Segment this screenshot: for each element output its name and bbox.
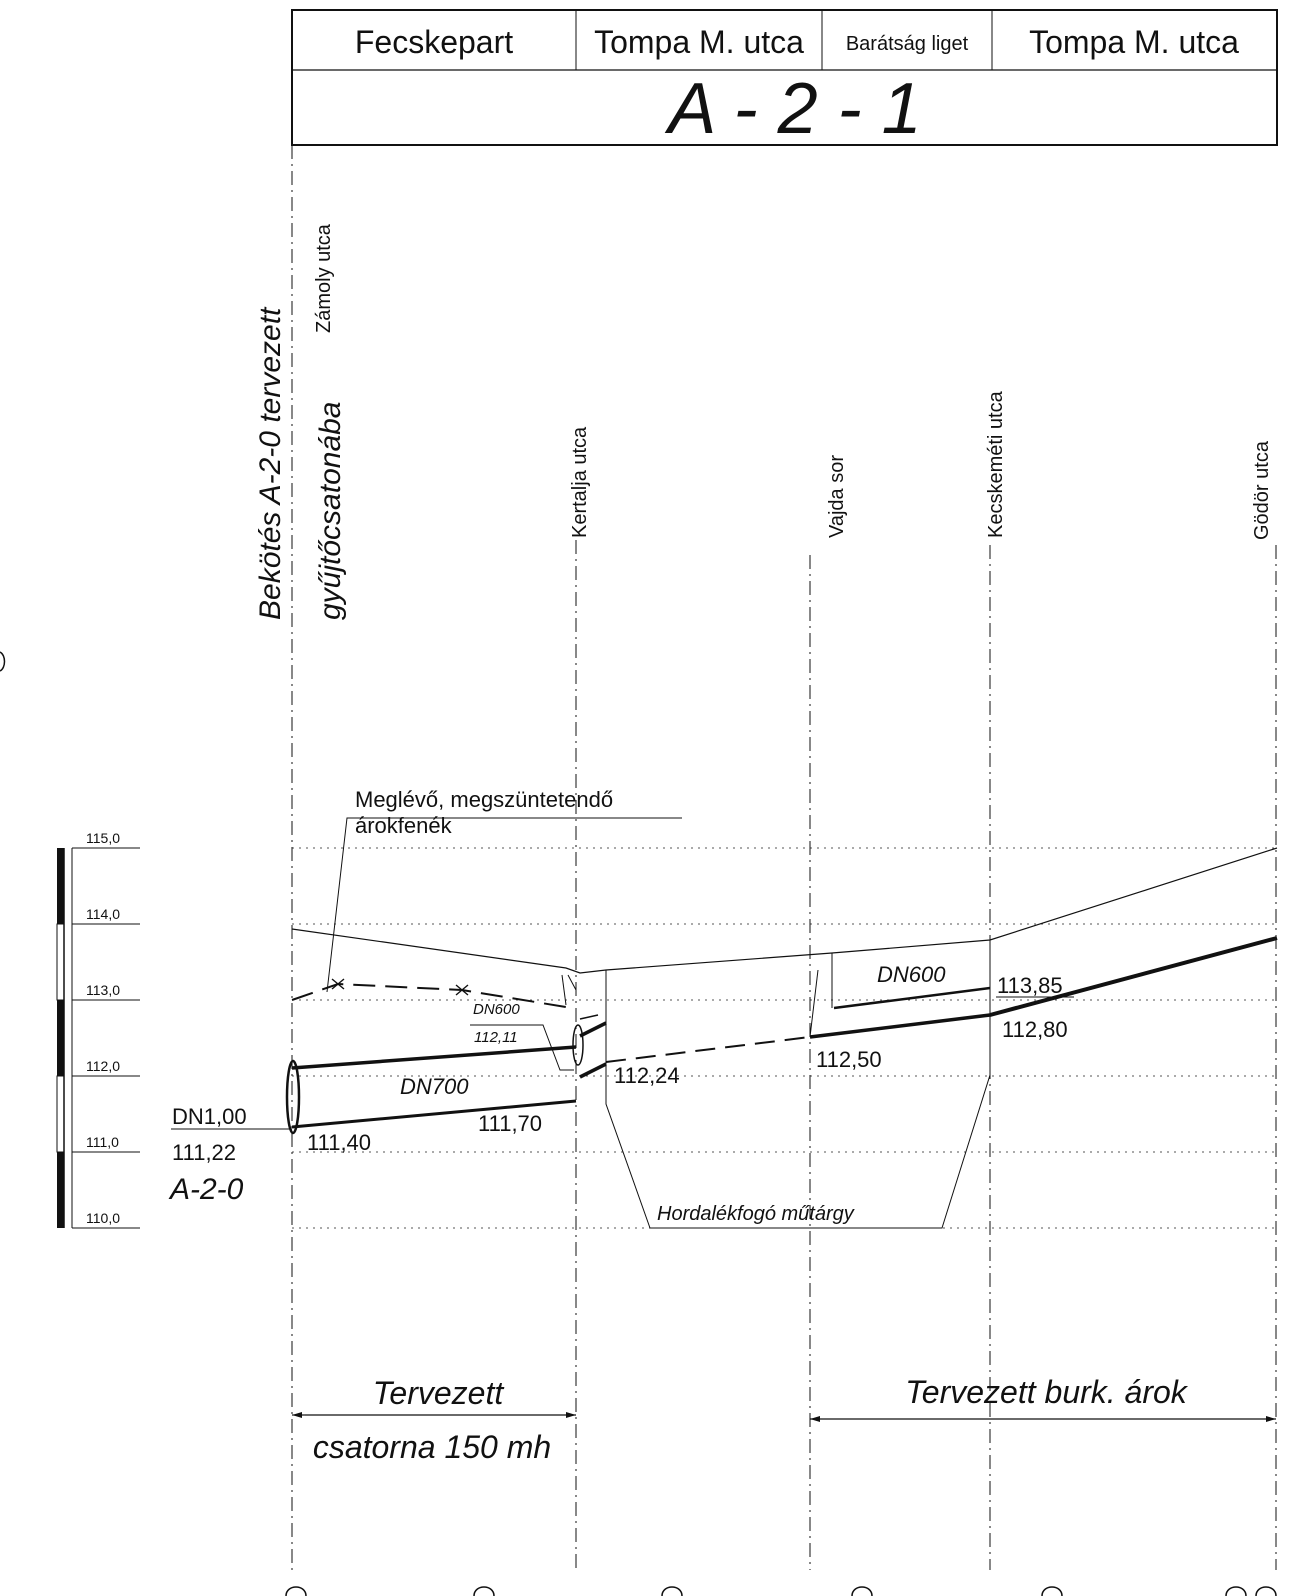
culvert-dn600-label: DN600 — [877, 962, 946, 987]
level-111-70: 111,70 — [478, 1111, 542, 1136]
connection-label-line1: Bekötés A-2-0 tervezett — [254, 306, 287, 620]
edge-fragments — [0, 651, 1277, 1596]
inlet-ellipse — [572, 1024, 584, 1066]
header-street-4: Tompa M. utca — [1029, 24, 1239, 60]
elevation-scale: 115,0 114,0 113,0 112,0 111,0 110,0 — [56, 830, 140, 1229]
street-label-kecskemeti: Kecskeméti utca — [985, 390, 1007, 538]
profile-geometry — [285, 847, 1278, 1229]
left-level-label: 111,22 — [172, 1140, 236, 1165]
culvert-dn600-top — [833, 986, 991, 1010]
level-113-85: 113,85 — [997, 973, 1063, 998]
inlet-dn600-label: DN600 — [473, 1001, 520, 1018]
street-label-vajda: Vajda sor — [826, 455, 848, 538]
manhole-a-2-0 — [285, 1059, 301, 1135]
scale-tick-112: 112,0 — [86, 1058, 120, 1074]
header-table: Fecskepart Tompa M. utca Barátság liget … — [291, 9, 1278, 149]
existing-ditch-label-2: árokfenék — [355, 813, 453, 838]
scale-tick-111: 111,0 — [86, 1134, 119, 1150]
level-112-50: 112,50 — [816, 1047, 882, 1072]
header-street-1: Fecskepart — [355, 24, 513, 60]
inlet-level-label: 112,11 — [474, 1029, 518, 1046]
station-lines — [291, 145, 1277, 1570]
street-label-kertalja: Kertalja utca — [569, 426, 591, 538]
planned-ditch-label: Tervezett burk. árok — [905, 1374, 1189, 1410]
leader-lines — [171, 817, 1074, 1229]
scale-tick-114: 114,0 — [86, 906, 120, 922]
level-111-40: 111,40 — [307, 1130, 371, 1155]
street-label-zamoly: Zámoly utca — [313, 223, 335, 333]
node-a-2-0-label: A-2-0 — [168, 1173, 244, 1206]
scale-tick-115: 115,0 — [86, 830, 120, 846]
silt-trap-label: Hordalékfogó műtárgy — [657, 1203, 855, 1225]
existing-ditch-bottom — [291, 982, 573, 1009]
left-dn-label: DN1,00 — [172, 1104, 247, 1129]
section-code: A - 2 - 1 — [664, 69, 921, 149]
terrain-line — [291, 847, 1278, 974]
connection-label-line2: gyűjtőcsatonába — [314, 402, 347, 621]
level-112-80: 112,80 — [1002, 1017, 1068, 1042]
scale-tick-113: 113,0 — [86, 982, 120, 998]
culvert-dn600-bottom — [809, 1013, 991, 1039]
pipe-dn700-label: DN700 — [400, 1074, 469, 1099]
header-street-3: Barátság liget — [846, 33, 969, 55]
ditch-cross-marks — [331, 978, 469, 996]
street-label-godor: Gödör utca — [1251, 440, 1273, 540]
planned-paved-ditch — [989, 936, 1278, 1017]
vertical-labels: Bekötés A-2-0 tervezett gyűjtőcsatonába … — [254, 223, 1273, 620]
elevation-grid — [292, 847, 1277, 1229]
annotations: Meglévő, megszüntetendő árokfenék DN600 … — [168, 787, 1068, 1225]
pipe-dn700-bottom — [291, 1099, 577, 1129]
planned-ditch-dashed — [605, 1036, 811, 1063]
planned-pipe-label-1: Tervezett — [373, 1375, 505, 1411]
planned-pipe-label-2: csatorna 150 mh — [313, 1429, 551, 1465]
footer-dimensions: Tervezett csatorna 150 mh Tervezett burk… — [292, 1374, 1276, 1465]
pipe-dn700-top — [291, 1045, 577, 1070]
scale-tick-110: 110,0 — [86, 1210, 120, 1226]
level-112-24: 112,24 — [614, 1063, 680, 1088]
existing-ditch-label-1: Meglévő, megszüntetendő — [355, 787, 613, 812]
header-street-2: Tompa M. utca — [594, 24, 804, 60]
